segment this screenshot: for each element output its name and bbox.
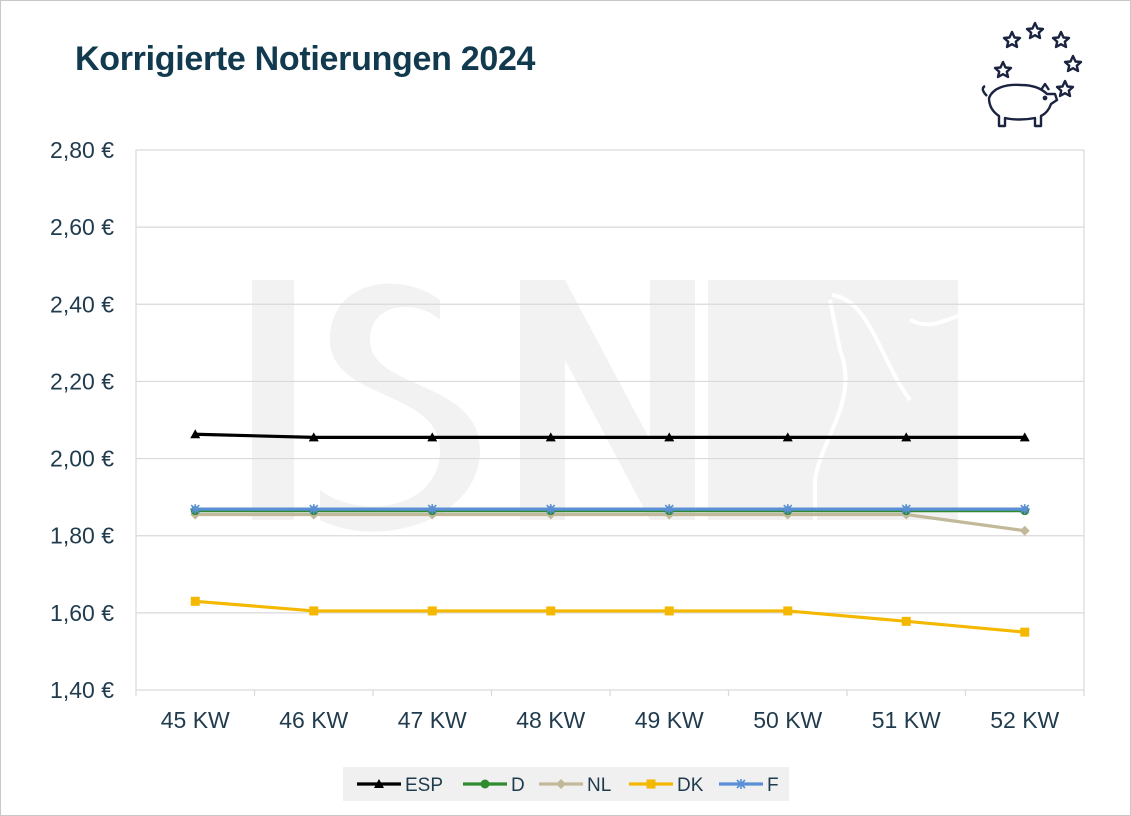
series-line	[195, 512, 1025, 533]
legend-label: ESP	[405, 775, 443, 796]
data-point	[190, 504, 201, 515]
x-tick-label: 46 KW	[279, 707, 348, 733]
data-point	[901, 432, 912, 442]
x-tick-label: 52 KW	[990, 707, 1059, 733]
data-point	[545, 432, 556, 442]
y-tick-label: 2,80 €	[50, 137, 114, 163]
data-point	[190, 429, 201, 439]
chart-legend: ESP D NL DK F	[343, 767, 789, 801]
data-point	[782, 432, 793, 442]
x-axis: 45 KW 46 KW 47 KW 48 KW 49 KW 50 KW 51 KW 52 KW	[135, 690, 1085, 733]
data-point	[1019, 504, 1030, 515]
data-point	[545, 504, 556, 515]
data-point	[190, 596, 200, 606]
legend-item-esp: ESP	[357, 775, 443, 796]
series-esp	[190, 429, 1030, 442]
legend-label: D	[511, 775, 525, 796]
y-tick-label: 2,00 €	[50, 446, 114, 472]
data-point	[664, 606, 674, 616]
data-point	[1020, 627, 1030, 637]
chart-title: Korrigierte Notierungen 2024	[75, 40, 536, 78]
x-tick-label: 49 KW	[635, 707, 704, 733]
pig-with-stars-icon	[981, 21, 1083, 128]
x-tick-label: 50 KW	[753, 707, 822, 733]
chart-gridlines	[135, 149, 1085, 691]
series-line	[195, 432, 1025, 439]
legend-item-dk: DK	[629, 775, 704, 796]
isn-watermark-icon	[252, 280, 959, 532]
y-tick-label: 1,60 €	[50, 600, 114, 626]
y-tick-label: 2,40 €	[50, 291, 114, 317]
data-point	[427, 432, 438, 442]
data-point	[782, 504, 793, 515]
data-point	[308, 432, 319, 442]
y-tick-label: 1,40 €	[50, 677, 114, 703]
legend-label: DK	[677, 775, 704, 796]
x-tick-label: 48 KW	[516, 707, 585, 733]
legend-item-d: D	[463, 775, 525, 796]
data-point	[1019, 432, 1030, 442]
data-point	[1019, 525, 1030, 536]
data-point	[308, 504, 319, 515]
series-dk	[190, 596, 1030, 637]
y-tick-label: 1,80 €	[50, 523, 114, 549]
y-axis: 1,40 € 1,60 € 1,80 € 2,00 € 2,20 € 2,40 € 2,60…	[50, 137, 114, 703]
data-point	[427, 606, 437, 616]
legend-item-nl: NL	[539, 775, 611, 796]
data-point	[901, 504, 912, 515]
legend-label: F	[767, 775, 779, 796]
data-point	[664, 432, 675, 442]
data-point	[427, 504, 438, 515]
chart-series	[190, 429, 1030, 637]
data-point	[546, 606, 556, 616]
data-point	[664, 504, 675, 515]
series-line	[195, 599, 1025, 634]
x-tick-label: 51 KW	[872, 707, 941, 733]
data-point	[783, 606, 793, 616]
y-tick-label: 2,20 €	[50, 368, 114, 394]
x-tick-label: 47 KW	[398, 707, 467, 733]
data-point	[901, 616, 911, 626]
series-f	[190, 504, 1030, 515]
legend-item-f: F	[719, 775, 779, 796]
y-tick-label: 2,60 €	[50, 214, 114, 240]
legend-label: NL	[587, 775, 611, 796]
data-point	[309, 606, 319, 616]
x-tick-label: 45 KW	[161, 707, 230, 733]
